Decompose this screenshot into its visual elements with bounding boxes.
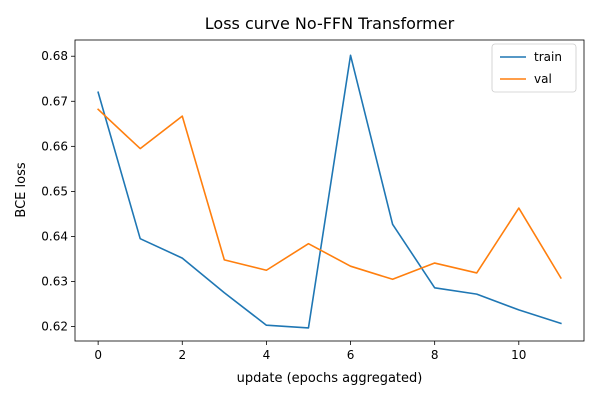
x-tick-label: 6 bbox=[347, 348, 355, 362]
x-tick-label: 0 bbox=[94, 348, 102, 362]
legend-box bbox=[491, 43, 577, 93]
y-tick-label: 0.66 bbox=[41, 139, 68, 153]
plot-area bbox=[97, 54, 562, 329]
y-tick-label: 0.65 bbox=[41, 184, 68, 198]
legend: train val bbox=[491, 43, 577, 93]
x-tick-label: 2 bbox=[178, 348, 186, 362]
x-axis-label: update (epochs aggregated) bbox=[237, 371, 423, 386]
x-tick-label: 8 bbox=[431, 348, 439, 362]
axes-frame bbox=[74, 39, 585, 342]
legend-label-train: train bbox=[534, 50, 562, 64]
series-line-train bbox=[97, 54, 562, 329]
y-tick-label: 0.67 bbox=[41, 94, 68, 108]
y-tick-label: 0.62 bbox=[41, 320, 68, 334]
series-line-val bbox=[97, 108, 562, 281]
y-tick-label: 0.64 bbox=[41, 229, 68, 243]
x-tick-label: 4 bbox=[263, 348, 271, 362]
y-tick-label: 0.68 bbox=[41, 49, 68, 63]
x-tick-label: 10 bbox=[511, 348, 526, 362]
axes: 0 2 4 6 8 10 0.62 0.63 0.64 0.65 0.66 0.67 0.68 bbox=[41, 39, 585, 362]
legend-label-val: val bbox=[534, 72, 552, 86]
y-tick-label: 0.63 bbox=[41, 275, 68, 289]
chart-title: Loss curve No-FFN Transformer bbox=[205, 14, 455, 33]
y-axis-label: BCE loss bbox=[14, 162, 29, 217]
